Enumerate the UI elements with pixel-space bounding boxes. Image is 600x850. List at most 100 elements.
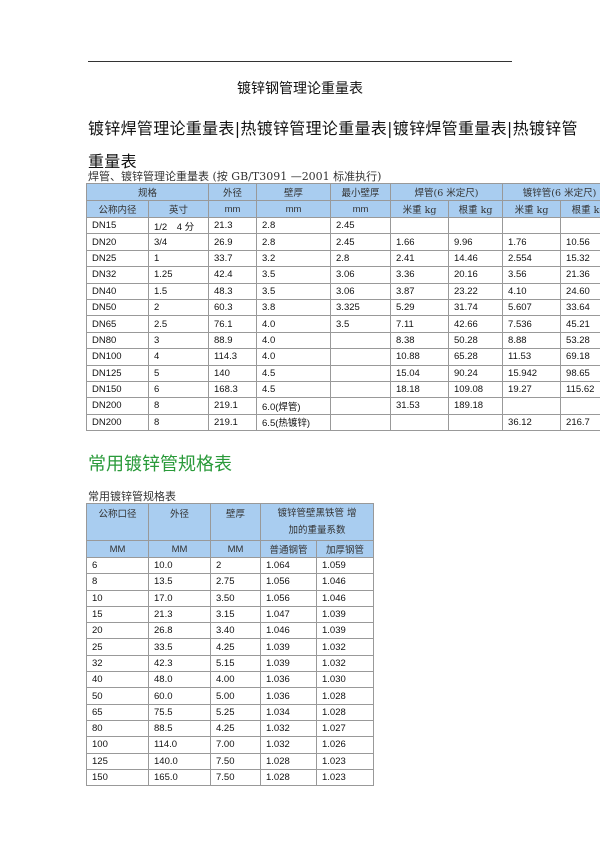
table-cell: 50 xyxy=(86,687,149,705)
subtitle: 镀锌焊管理论重量表|热镀锌管理论重量表|镀锌焊管重量表|热镀锌管重量表 xyxy=(88,119,578,171)
table-cell: 23.22 xyxy=(448,282,504,300)
table-cell: 114.3 xyxy=(208,348,258,366)
table-cell: 2.75 xyxy=(210,573,261,591)
table-cell: 5 xyxy=(147,364,210,382)
table-cell: 33.64 xyxy=(560,298,600,317)
table-cell: 8.38 xyxy=(390,331,450,350)
table-cell: 21.36 xyxy=(560,266,600,284)
table-row: 6 10.0 2 1.064 1.059 xyxy=(86,556,374,575)
table-cell: 60.0 xyxy=(148,687,211,705)
table-cell: 8 xyxy=(147,397,210,415)
table-cell: 5.607 xyxy=(502,298,562,317)
table-cell: 98.65 xyxy=(560,364,600,382)
table-cell: 3.06 xyxy=(330,282,392,300)
table-cell xyxy=(560,397,600,415)
table-cell: 24.60 xyxy=(560,282,600,300)
table-cell: 216.7 xyxy=(560,413,600,432)
table-cell: 90.24 xyxy=(448,364,504,382)
table-cell: 6 xyxy=(86,556,149,575)
table-cell: 1.028 xyxy=(260,768,317,787)
table-cell: 15.32 xyxy=(560,249,600,268)
table-row: DN150 6 168.3 4.5 18.18 109.08 19.27 115.62 xyxy=(86,380,600,399)
table-cell xyxy=(390,216,450,235)
table-cell: 8 xyxy=(86,573,149,591)
table-cell: 15 xyxy=(86,605,149,624)
table-cell: 75.5 xyxy=(148,703,211,721)
table-cell: 32 xyxy=(86,654,149,673)
table-cell xyxy=(502,216,562,235)
header-cell: 米重 kg xyxy=(390,200,450,218)
table-row: 40 48.0 4.00 1.036 1.030 xyxy=(86,671,374,689)
page-title: 镀锌钢管理论重量表 xyxy=(237,81,363,97)
table-row: DN65 2.5 76.1 4.0 3.5 7.11 42.66 7.536 45.21 xyxy=(86,315,600,333)
header-cell: 公称口径 xyxy=(86,503,149,541)
table-cell: 19.27 xyxy=(502,380,562,399)
table-cell: 5.29 xyxy=(390,298,450,317)
table-cell: 114.0 xyxy=(148,736,211,754)
table-cell: 1.027 xyxy=(316,719,374,738)
header-cell: 英寸 xyxy=(147,200,210,218)
table-cell: 10.88 xyxy=(390,348,450,366)
table-row: 50 60.0 5.00 1.036 1.028 xyxy=(86,687,374,705)
table-row: 100 114.0 7.00 1.032 1.026 xyxy=(86,736,374,754)
table-cell: 3.40 xyxy=(210,622,261,640)
header-cell: 根重 kg xyxy=(560,200,600,218)
table-cell: 15.942 xyxy=(502,364,562,382)
table-cell: 1.026 xyxy=(316,736,374,754)
table-row: 80 88.5 4.25 1.032 1.027 xyxy=(86,719,374,738)
table-cell: 1.056 xyxy=(260,589,317,607)
header-cell: 壁厚 xyxy=(210,503,261,541)
table-cell: 1.046 xyxy=(316,573,374,591)
table-cell: 3.5 xyxy=(330,315,392,333)
table-cell: 6 xyxy=(147,380,210,399)
table-cell: 10.56 xyxy=(560,233,600,251)
table-row: DN50 2 60.3 3.8 3.325 5.29 31.74 5.607 33.64 xyxy=(86,298,600,317)
table-cell: 1.034 xyxy=(260,703,317,721)
table-cell: 1 xyxy=(147,249,210,268)
table-row: 10 17.0 3.50 1.056 1.046 xyxy=(86,589,374,607)
table-cell: 14.46 xyxy=(448,249,504,268)
table-row: 15 21.3 3.15 1.047 1.039 xyxy=(86,605,374,624)
table-cell: DN125 xyxy=(86,364,149,382)
table-cell: 1.5 xyxy=(147,282,210,300)
table-cell xyxy=(448,216,504,235)
table-cell: DN15 xyxy=(86,216,149,235)
table-cell: DN150 xyxy=(86,380,149,399)
table-cell: 18.18 xyxy=(390,380,450,399)
table-cell: 15.04 xyxy=(390,364,450,382)
table-cell: 3.50 xyxy=(210,589,261,607)
table-cell: 10.0 xyxy=(148,556,211,575)
table-cell: 2.45 xyxy=(330,233,392,251)
table-cell: 3.56 xyxy=(502,266,562,284)
table-cell: 1.056 xyxy=(260,573,317,591)
table-cell: 1.047 xyxy=(260,605,317,624)
table-row: DN32 1.25 42.4 3.5 3.06 3.36 20.16 3.56 21.36 xyxy=(86,266,600,284)
table-cell: 4.0 xyxy=(256,315,332,333)
table-row: 32 42.3 5.15 1.039 1.032 xyxy=(86,654,374,673)
table-row: 65 75.5 5.25 1.034 1.028 xyxy=(86,703,374,721)
table-cell: 42.3 xyxy=(148,654,211,673)
table-cell: 1.046 xyxy=(316,589,374,607)
table-cell: DN32 xyxy=(86,266,149,284)
table-row: DN40 1.5 48.3 3.5 3.06 3.87 23.22 4.10 24.60 xyxy=(86,282,600,300)
table-cell: DN80 xyxy=(86,331,149,350)
header-cell: MM xyxy=(148,540,211,558)
header-cell: 公称内径 xyxy=(86,200,149,218)
table-cell: 9.96 xyxy=(448,233,504,251)
table-cell: 4.25 xyxy=(210,719,261,738)
table-cell xyxy=(330,348,392,366)
table-cell: 189.18 xyxy=(448,397,504,415)
table-cell xyxy=(330,331,392,350)
table-cell: 3/4 xyxy=(147,233,210,251)
table-cell: 4.0 xyxy=(256,331,332,350)
table-cell: 109.08 xyxy=(448,380,504,399)
table-cell: 7.00 xyxy=(210,736,261,754)
table-cell: 2.8 xyxy=(256,233,332,251)
table-cell: 33.5 xyxy=(148,638,211,656)
table-cell: 2.8 xyxy=(330,249,392,268)
table-cell: 4.5 xyxy=(256,380,332,399)
table-cell: 4 xyxy=(147,348,210,366)
table-row: DN200 8 219.1 6.0(焊管) 31.53 189.18 xyxy=(86,397,600,415)
table-cell: 1.032 xyxy=(260,736,317,754)
table-cell: 2.5 xyxy=(147,315,210,333)
